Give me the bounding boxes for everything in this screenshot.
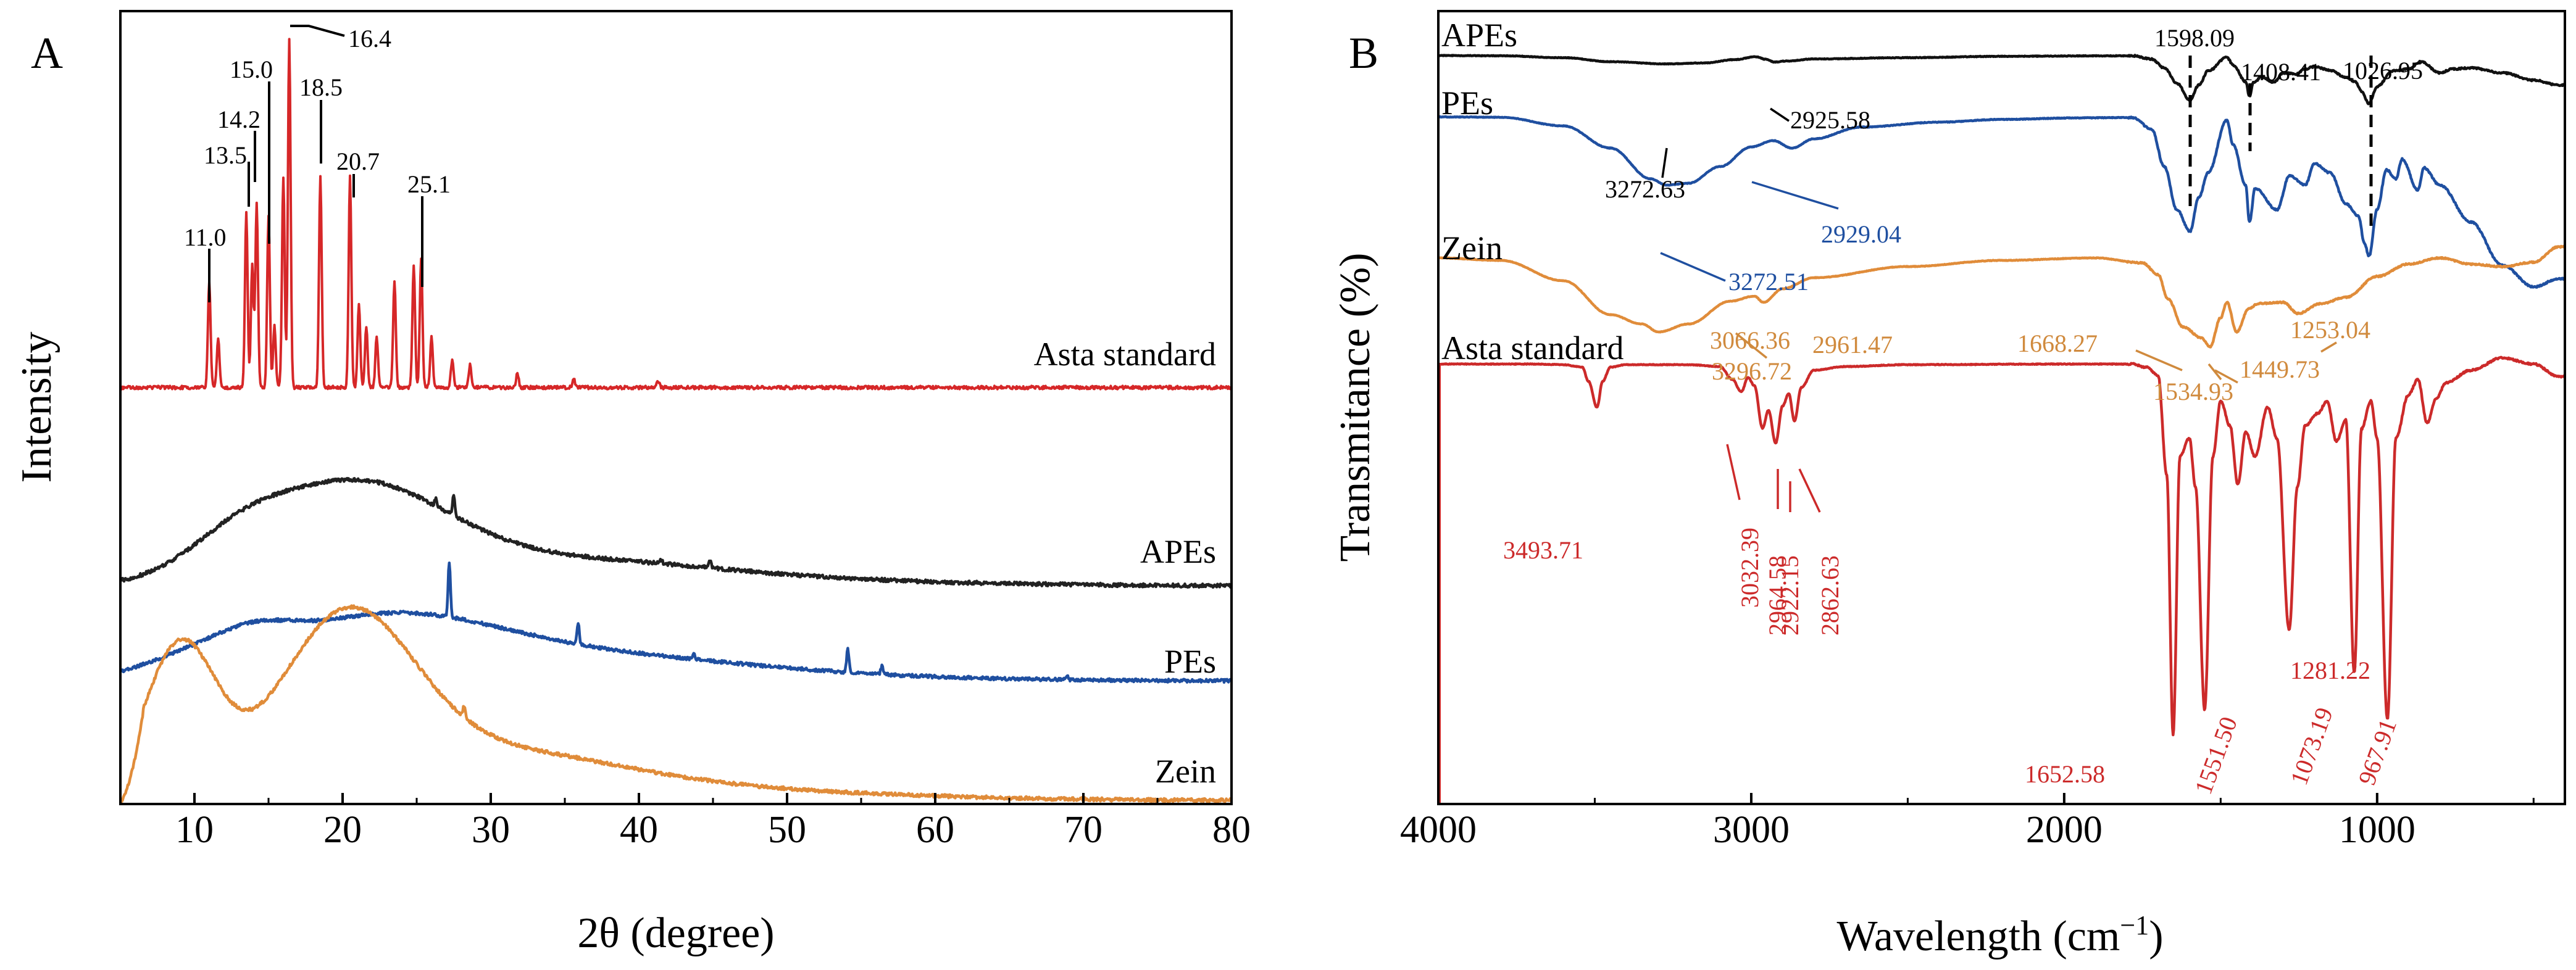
peak-label-18-5: 18.5 bbox=[299, 73, 343, 101]
panel-a-x-tick-label-30: 30 bbox=[472, 809, 510, 851]
panel-b-label-apes: APEs bbox=[1441, 17, 1517, 54]
peak-label-25-1: 25.1 bbox=[407, 170, 451, 198]
panel-b-y-axis-title: Transmitance (%) bbox=[1332, 253, 1379, 562]
ann-1652-58: 1652.58 bbox=[2025, 760, 2105, 788]
panel-b-series-zein bbox=[1437, 244, 2566, 349]
panel-a-plot bbox=[119, 38, 1233, 804]
panel-a-label-apes: APEs bbox=[1140, 533, 1216, 570]
panel-a-series-apes bbox=[119, 476, 1233, 589]
peak-label-16-4: 16.4 bbox=[348, 25, 391, 52]
panel-b-x-axis-title: Wavelength (cm−1) bbox=[1836, 910, 2163, 960]
panel-b-x-axis-title-sup: −1 bbox=[2120, 910, 2149, 940]
ann-1534-93: 1534.93 bbox=[2153, 378, 2233, 405]
panel-b-series-pes bbox=[1437, 115, 2566, 289]
leader-2925-58 bbox=[1770, 107, 1790, 122]
panel-a-peak-leaders bbox=[208, 25, 423, 302]
panel-a-x-tick-label-10: 10 bbox=[175, 809, 214, 851]
panel-a-frame bbox=[119, 10, 1233, 805]
ann-3493-71: 3493.71 bbox=[1503, 536, 1583, 564]
panel-a-series-asta-standard bbox=[119, 38, 1233, 391]
panel-b-x-axis-title-main: Wavelength (cm bbox=[1836, 913, 2120, 960]
leader-3272-63 bbox=[1661, 147, 1668, 178]
panel-a-x-tick-label-40: 40 bbox=[620, 809, 658, 851]
panel-b: B 4000 3000 2000 1000 Wavelength (cm−1) Tra… bbox=[1332, 10, 2566, 960]
ann-2925-58: 2925.58 bbox=[1790, 106, 1870, 134]
panel-a-series-zein bbox=[119, 604, 1233, 804]
ann-1668-27: 1668.27 bbox=[2017, 330, 2098, 357]
panel-b-dashed-markers bbox=[2188, 56, 2373, 228]
peak-label-15-0: 15.0 bbox=[230, 56, 273, 83]
panel-a-x-tick-label-50: 50 bbox=[768, 809, 806, 851]
panel-a-label-pes: PEs bbox=[1164, 643, 1216, 680]
panel-b-label-zein: Zein bbox=[1441, 230, 1503, 267]
panel-b-x-tick-label-4000: 4000 bbox=[1400, 809, 1477, 851]
panel-b-label-asta-standard: Asta standard bbox=[1441, 330, 1624, 367]
ann-1281-22: 1281.22 bbox=[2290, 657, 2370, 684]
panel-a-x-tick-label-80: 80 bbox=[1212, 809, 1251, 851]
ann-3066-36: 3066.36 bbox=[1710, 326, 1790, 354]
panel-b-x-tick-label-1000: 1000 bbox=[2339, 809, 2416, 851]
leader-2929-04 bbox=[1751, 181, 1839, 210]
panel-a-x-axis-title: 2θ (degree) bbox=[577, 910, 774, 957]
leader-3296-72 bbox=[1735, 332, 1768, 359]
panel-a: A 10 20 30 40 50 60 70 80 2θ (degree) Intensity… bbox=[13, 10, 1251, 957]
ann-1408-41: 1408.41 bbox=[2241, 58, 2321, 86]
panel-a-letter: A bbox=[31, 28, 63, 78]
panel-b-x-ticks: 4000 3000 2000 1000 bbox=[1400, 793, 2535, 851]
panel-b-letter: B bbox=[1349, 28, 1378, 78]
ann-2961-47: 2961.47 bbox=[1812, 331, 1893, 359]
ann-1026-95: 1026.95 bbox=[2343, 57, 2423, 85]
panel-b-leaders bbox=[1660, 107, 2337, 513]
ann-1598-09: 1598.09 bbox=[2154, 24, 2235, 52]
panel-b-x-axis-title-end: ) bbox=[2149, 913, 2163, 960]
panel-a-label-zein: Zein bbox=[1155, 753, 1216, 790]
ann-3296-72: 3296.72 bbox=[1712, 357, 1792, 385]
ann-2922-15: 2922.15 bbox=[1776, 555, 1804, 636]
ann-2862-63: 2862.63 bbox=[1816, 555, 1844, 636]
panel-a-label-asta-standard: Asta standard bbox=[1034, 336, 1216, 373]
panel-a-x-tick-label-60: 60 bbox=[916, 809, 954, 851]
panel-b-series-asta-standard bbox=[1437, 355, 2566, 737]
peak-label-14-2: 14.2 bbox=[217, 106, 261, 133]
panel-a-y-axis-title: Intensity bbox=[13, 332, 60, 483]
leader-1449-73 bbox=[2207, 363, 2222, 381]
ann-3032-39: 3032.39 bbox=[1736, 528, 1764, 608]
ann-2929-04: 2929.04 bbox=[1821, 220, 1901, 248]
panel-b-x-tick-label-3000: 3000 bbox=[1713, 809, 1790, 851]
peak-label-13-5: 13.5 bbox=[204, 141, 247, 169]
ann-2964-58: 2964.58 bbox=[1764, 555, 1791, 636]
ann-3272-63: 3272.63 bbox=[1605, 175, 1685, 203]
ann-3272-51: 3272.51 bbox=[1728, 268, 1809, 296]
leader-16-4 bbox=[290, 25, 345, 37]
leader-2862-63 bbox=[1798, 468, 1821, 513]
leader-1253-04 bbox=[2320, 341, 2337, 353]
leader-1534-93 bbox=[2214, 369, 2238, 384]
leader-3272-51 bbox=[1660, 252, 1726, 282]
panel-a-series-pes bbox=[119, 561, 1233, 684]
panel-b-x-tick-label-2000: 2000 bbox=[2026, 809, 2103, 851]
peak-label-20-7: 20.7 bbox=[336, 147, 380, 175]
leader-1668-27 bbox=[2135, 349, 2183, 371]
leader-3032-39 bbox=[1726, 444, 1741, 500]
panel-b-frame bbox=[1437, 10, 2566, 805]
peak-label-11-0: 11.0 bbox=[184, 223, 227, 251]
panel-b-label-pes: PEs bbox=[1441, 85, 1493, 122]
panel-a-x-tick-label-70: 70 bbox=[1064, 809, 1103, 851]
ann-1253-04: 1253.04 bbox=[2290, 316, 2370, 344]
panel-b-series-apes bbox=[1437, 54, 2566, 106]
panel-a-x-ticks: 10 20 30 40 50 60 70 80 bbox=[119, 793, 1251, 851]
panel-a-x-tick-label-20: 20 bbox=[323, 809, 362, 851]
ann-1449-73: 1449.73 bbox=[2240, 355, 2320, 383]
